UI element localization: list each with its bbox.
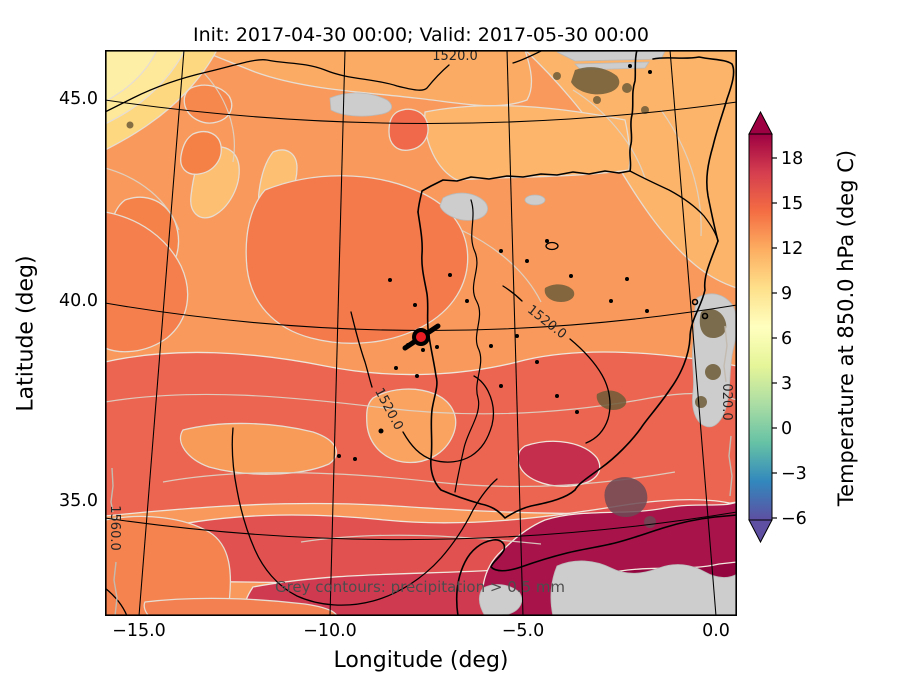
map-figure: 1520.0 1520.0 1520.0 1560.0 020.0 Grey c… (104, 49, 738, 617)
x-tick-label: −5.0 (501, 621, 545, 641)
colorbar: 18 15 12 9 6 3 0 −3 −6 (745, 105, 895, 559)
graticule (104, 49, 738, 617)
colorbar-label: Temperature at 850.0 hPa (deg C) (834, 149, 858, 507)
y-tick-label: 40.0 (59, 291, 98, 311)
colorbar-tick-label: 12 (781, 239, 803, 259)
colorbar-gradient (748, 133, 773, 521)
axes-frame (105, 50, 738, 617)
colorbar-tick-label: 6 (781, 329, 792, 349)
x-tick-label: −10.0 (303, 621, 357, 641)
plot-title: Init: 2017-04-30 00:00; Valid: 2017-05-3… (193, 24, 649, 46)
x-axis-label: Longitude (deg) (333, 648, 509, 673)
colorbar-tick-label: −6 (781, 509, 807, 529)
x-tick-label: −15.0 (112, 621, 166, 641)
colorbar-tick-label: −3 (781, 464, 807, 484)
colorbar-tick-labels: 18 15 12 9 6 3 0 −3 −6 (781, 149, 807, 529)
grey-labeled-contours (110, 325, 733, 617)
colorbar-extend-max-arrow (748, 110, 773, 135)
colorbar-ticks (772, 157, 777, 519)
y-tick-label: 35.0 (59, 491, 98, 511)
colorbar-tick-label: 9 (781, 284, 792, 304)
contour-label: 1560.0 (107, 505, 122, 551)
colorbar-tick-label: 15 (781, 194, 803, 214)
colorbar-tick-label: 0 (781, 419, 792, 439)
precipitation-note: Grey contours: precipitation > 0.5 mm (275, 578, 565, 596)
map-plot-area: 1520.0 1520.0 1520.0 1560.0 020.0 Grey c… (104, 49, 738, 617)
location-marker (402, 323, 441, 351)
contour-label: 020.0 (719, 383, 734, 420)
x-tick-label: 0.0 (702, 621, 730, 641)
colorbar-tick-label: 18 (781, 149, 803, 169)
contour-label: 1520.0 (432, 50, 478, 64)
colorbar-extend-min-arrow (748, 519, 773, 544)
y-tick-label: 45.0 (59, 89, 98, 109)
y-axis-label: Latitude (deg) (13, 255, 39, 412)
colorbar-tick-label: 3 (781, 374, 792, 394)
